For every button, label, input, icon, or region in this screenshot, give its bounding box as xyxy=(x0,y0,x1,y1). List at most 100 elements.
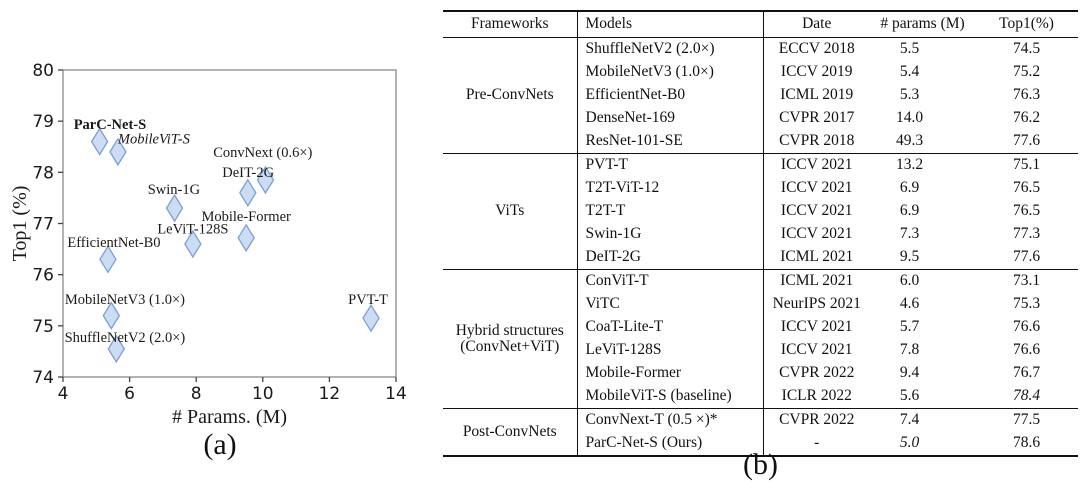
data-point-marker xyxy=(165,193,184,223)
table-cell: 7.3 xyxy=(899,225,920,243)
table-cell: CVPR 2022 xyxy=(779,411,855,429)
column-header: Frameworks xyxy=(443,11,578,38)
data-point-marker xyxy=(107,334,126,364)
y-tick-label: 78 xyxy=(32,163,54,183)
results-table-container: Frameworks Models Date # params (M) Top1(%) P… xyxy=(443,10,1080,457)
data-point-label: MobileViT-S xyxy=(117,132,191,148)
data-point-label: LeViT-128S xyxy=(157,222,228,238)
table-cell: 78.6 xyxy=(1012,434,1041,452)
table-row: Hybrid structures (ConvNet+ViT) ConViT-T IC… xyxy=(443,269,1078,409)
table-cell: 77.5 xyxy=(1012,411,1041,429)
table-cell: ICCV 2021 xyxy=(780,318,853,336)
table-cell: 73.1 xyxy=(1012,272,1041,290)
table-cell: 75.3 xyxy=(1012,295,1041,313)
table-cell: 76.7 xyxy=(1012,364,1041,382)
y-tick-label: 80 xyxy=(32,61,54,81)
table-cell: ICML 2021 xyxy=(780,248,854,266)
table-cell: 77.6 xyxy=(1012,132,1041,150)
data-point-marker xyxy=(362,303,380,333)
table-cell: 7.8 xyxy=(899,341,920,359)
table-cell: 5.3 xyxy=(899,86,920,104)
table-row: MobileNetV3 (1.0×) ICCV 2019 5.4 75.2 xyxy=(443,61,1078,84)
data-point-marker xyxy=(99,245,117,274)
caption-b: (b) xyxy=(743,448,778,481)
table-cell: ConViT-T xyxy=(577,269,764,293)
table-cell: ICML 2019 xyxy=(780,86,854,104)
table-cell: 6.0 xyxy=(899,272,920,290)
table-row: Post-ConvNets ConvNext-T (0.5 ×)* CVPR 202… xyxy=(443,408,1078,456)
table-cell: ResNet-101-SE xyxy=(577,130,764,154)
table-cell: ICCV 2021 xyxy=(780,202,853,220)
framework-cell: Hybrid structures (ConvNet+ViT) xyxy=(443,269,578,409)
x-tick-label: 8 xyxy=(191,384,202,404)
column-header: # params (M) xyxy=(880,15,965,33)
y-tick-label: 77 xyxy=(32,215,54,235)
table-cell: 76.6 xyxy=(1012,341,1041,359)
data-point-marker xyxy=(184,229,202,259)
framework-cell: Post-ConvNets xyxy=(443,408,578,456)
table-cell: ICCV 2019 xyxy=(780,63,853,81)
column-header: Date xyxy=(802,15,832,33)
data-point-label: ConvNext (0.6×) xyxy=(213,145,312,161)
figure-panel-a: 4 6 8 10 12 14 74 75 76 77 78 79 80 # Params. (M) Top1… xyxy=(0,0,440,482)
y-tick-label: 79 xyxy=(32,112,54,132)
table-cell: 78.4 xyxy=(1012,387,1041,405)
y-axis-label: Top1 (%) xyxy=(9,186,31,262)
data-point-marker xyxy=(256,165,275,195)
table-cell: 76.3 xyxy=(1012,86,1041,104)
table-cell: DeIT-2G xyxy=(577,246,764,270)
x-tick-label: 4 xyxy=(58,384,69,404)
table-cell: LeViT-128S xyxy=(577,339,764,362)
data-point-label: DeIT-2G xyxy=(222,165,274,181)
table-cell: Swin-1G xyxy=(577,223,764,246)
table-cell: ICCV 2021 xyxy=(780,341,853,359)
x-tick-label: 14 xyxy=(385,384,407,404)
table-cell: T2T-T xyxy=(577,200,764,223)
results-table: Frameworks Models Date # params (M) Top1(%) P… xyxy=(443,10,1078,457)
data-point-label: Mobile-Former xyxy=(201,209,291,225)
table-cell: 74.5 xyxy=(1012,40,1041,58)
table-cell: ShuffleNetV2 (2.0×) xyxy=(577,37,764,61)
data-point-label: ParC-Net-S xyxy=(74,117,146,133)
table-cell: ICCV 2021 xyxy=(780,179,853,197)
figure-panel-b: Frameworks Models Date # params (M) Top1(%) P… xyxy=(443,0,1080,482)
data-point-marker xyxy=(109,137,127,167)
table-cell: 77.3 xyxy=(1012,225,1041,243)
table-cell: EfficientNet-B0 xyxy=(577,84,764,107)
table-row: ViTC NeurIPS 2021 4.6 75.3 xyxy=(443,293,1078,316)
data-point-marker xyxy=(102,301,121,330)
table-row: DeIT-2G ICML 2021 9.5 77.6 xyxy=(443,246,1078,270)
data-point-label: EfficientNet-B0 xyxy=(67,235,160,251)
table-row: MobileViT-S (baseline) ICLR 2022 5.6 78.4 xyxy=(443,385,1078,409)
table-cell: ICCV 2021 xyxy=(780,225,853,243)
table-cell: 5.0 xyxy=(899,434,920,452)
table-cell: ICLR 2022 xyxy=(781,387,852,405)
table-cell: 5.6 xyxy=(899,387,920,405)
column-header: Models xyxy=(577,11,764,38)
table-cell: 14.0 xyxy=(895,109,924,127)
y-tick-label: 75 xyxy=(32,317,54,337)
data-point-label: Swin-1G xyxy=(148,182,201,198)
x-tick-label: 10 xyxy=(252,384,274,404)
table-cell: DenseNet-169 xyxy=(577,107,764,130)
scatter-plot: 4 6 8 10 12 14 74 75 76 77 78 79 80 # Params. (M) Top1… xyxy=(9,61,407,428)
table-row: EfficientNet-B0 ICML 2019 5.3 76.3 xyxy=(443,84,1078,107)
table-cell: ECCV 2018 xyxy=(778,40,855,58)
table-cell: CoaT-Lite-T xyxy=(577,316,764,339)
table-cell: MobileNetV3 (1.0×) xyxy=(577,61,764,84)
x-tick-label: 6 xyxy=(124,384,135,404)
table-row: Mobile-Former CVPR 2022 9.4 76.7 xyxy=(443,362,1078,385)
table-cell: ViTC xyxy=(577,293,764,316)
table-cell: NeurIPS 2021 xyxy=(772,295,861,313)
data-point-label: PVT-T xyxy=(348,292,388,308)
table-cell: 9.5 xyxy=(899,248,920,266)
framework-group: Post-ConvNets ConvNext-T (0.5 ×)* CVPR 202… xyxy=(443,408,1078,456)
framework-cell: ViTs xyxy=(443,153,578,270)
table-cell: MobileViT-S (baseline) xyxy=(577,385,764,409)
table-row: CoaT-Lite-T ICCV 2021 5.7 76.6 xyxy=(443,316,1078,339)
data-point-marker xyxy=(237,223,255,253)
caption-a: (a) xyxy=(203,428,237,461)
data-point-label: MobileNetV3 (1.0×) xyxy=(65,292,185,308)
table-cell: 75.1 xyxy=(1012,156,1041,174)
table-cell: ParC-Net-S (Ours) xyxy=(577,432,764,456)
